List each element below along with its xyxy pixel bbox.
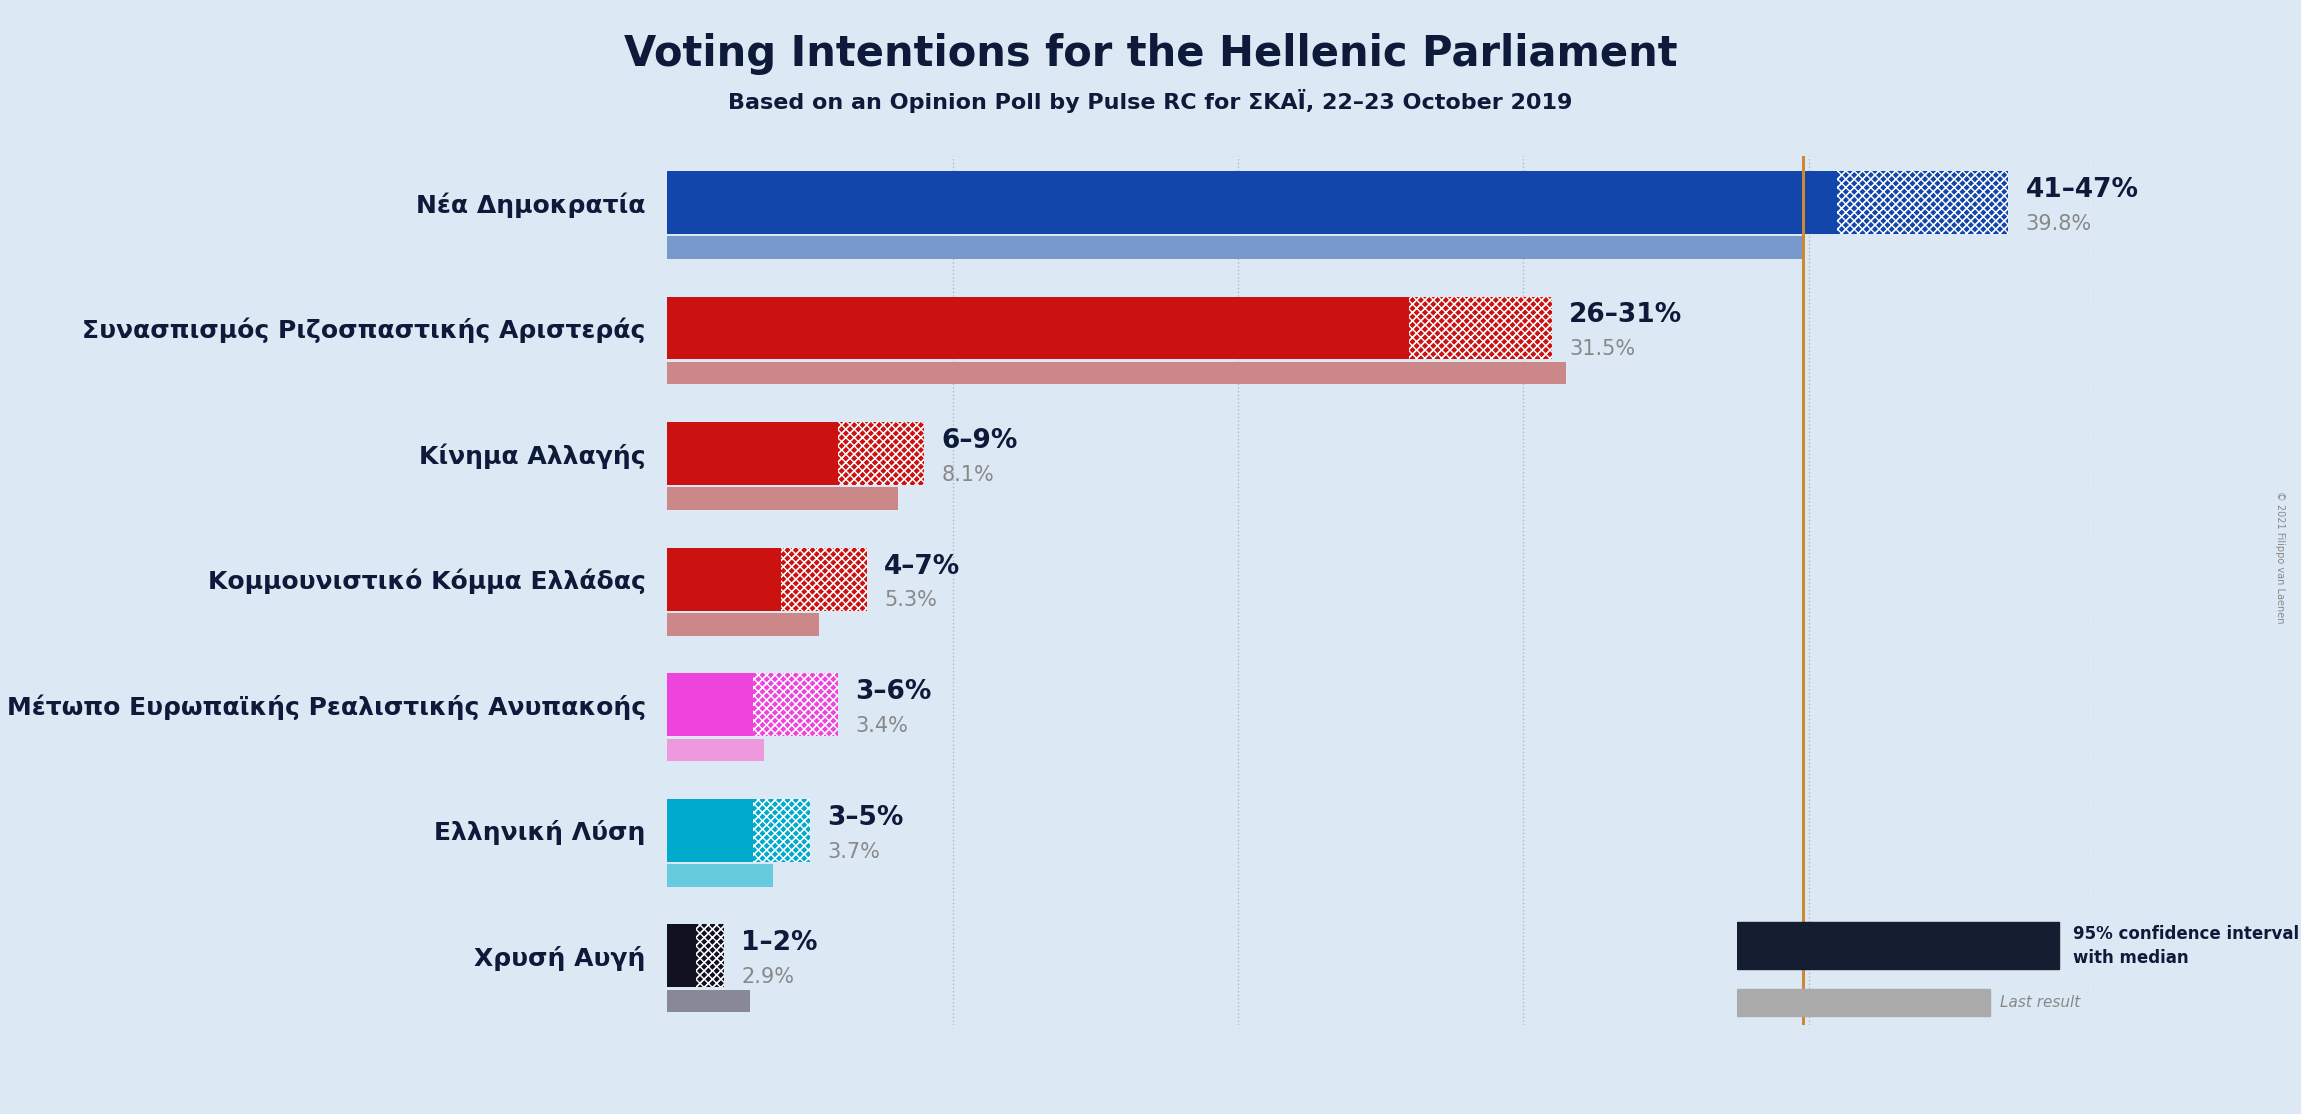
Bar [752, 799, 810, 861]
Bar [667, 864, 773, 887]
Bar [752, 673, 838, 736]
Bar [838, 422, 925, 485]
Bar [838, 422, 925, 485]
Text: Voting Intentions for the Hellenic Parliament: Voting Intentions for the Hellenic Parli… [624, 33, 1677, 76]
Bar [695, 925, 725, 987]
Text: © 2021 Filippo van Laenen: © 2021 Filippo van Laenen [2276, 491, 2285, 623]
Bar [782, 548, 867, 610]
Bar [667, 172, 2009, 234]
Text: Based on an Opinion Poll by Pulse RC for ΣΚΑΪ, 22–23 October 2019: Based on an Opinion Poll by Pulse RC for… [729, 89, 1572, 114]
Bar [1408, 296, 1551, 360]
Bar [1737, 989, 1990, 1016]
Text: 3.7%: 3.7% [826, 841, 879, 861]
Text: 39.8%: 39.8% [2025, 214, 2092, 234]
Text: 3–6%: 3–6% [856, 680, 932, 705]
Bar [1898, 922, 1981, 969]
Text: 3.4%: 3.4% [856, 716, 909, 736]
Bar [1836, 172, 2009, 234]
Text: 5.3%: 5.3% [884, 590, 937, 610]
Text: 1–2%: 1–2% [741, 930, 817, 956]
Bar [752, 673, 838, 736]
Bar [667, 673, 838, 736]
Bar [667, 296, 1551, 360]
Bar [1737, 922, 2059, 969]
Text: 95% confidence interval
with median: 95% confidence interval with median [2073, 925, 2299, 967]
Text: 4–7%: 4–7% [884, 554, 960, 579]
Text: 3–5%: 3–5% [826, 804, 904, 831]
Text: 8.1%: 8.1% [941, 465, 994, 485]
Bar [667, 989, 750, 1013]
Bar [667, 613, 819, 636]
Bar [752, 799, 810, 861]
Text: 41–47%: 41–47% [2025, 177, 2138, 203]
Bar [1836, 172, 2009, 234]
Bar [782, 548, 867, 610]
Text: 31.5%: 31.5% [1569, 340, 1636, 360]
Bar [1408, 296, 1551, 360]
Text: 6–9%: 6–9% [941, 428, 1017, 455]
Bar [667, 488, 897, 510]
Text: 26–31%: 26–31% [1569, 302, 1682, 329]
Bar [695, 925, 725, 987]
Bar [667, 799, 810, 861]
Text: 2.9%: 2.9% [741, 967, 794, 987]
Bar [667, 422, 925, 485]
Bar [667, 362, 1567, 384]
Bar [667, 925, 725, 987]
Bar [667, 739, 764, 761]
Bar [667, 236, 1804, 258]
Bar [1981, 922, 2059, 969]
Text: Last result: Last result [2000, 995, 2080, 1009]
Bar [667, 548, 867, 610]
